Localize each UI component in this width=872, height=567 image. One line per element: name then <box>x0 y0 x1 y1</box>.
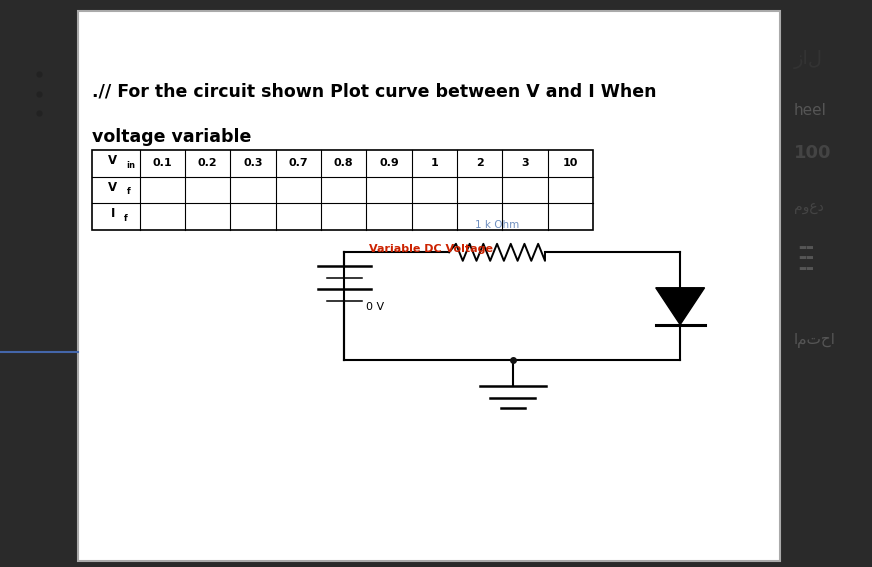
Text: 0.2: 0.2 <box>198 159 217 168</box>
Text: 0.7: 0.7 <box>289 159 308 168</box>
FancyBboxPatch shape <box>78 11 780 561</box>
Text: f: f <box>125 214 128 223</box>
Polygon shape <box>656 288 705 324</box>
Text: .// For the circuit shown Plot curve between V and I When: .// For the circuit shown Plot curve bet… <box>92 82 656 100</box>
Text: 1: 1 <box>431 159 438 168</box>
Text: 1 k Ohm: 1 k Ohm <box>475 219 519 230</box>
Text: 2: 2 <box>476 159 483 168</box>
Text: 0.9: 0.9 <box>379 159 399 168</box>
Text: 0.8: 0.8 <box>334 159 353 168</box>
Text: V: V <box>108 154 118 167</box>
Text: voltage variable: voltage variable <box>92 128 251 146</box>
Text: 0.1: 0.1 <box>153 159 172 168</box>
Text: 3: 3 <box>521 159 528 168</box>
Text: زال: زال <box>794 50 822 69</box>
Text: I: I <box>111 207 115 220</box>
Text: V: V <box>108 181 118 193</box>
Bar <box>92 150 593 230</box>
Text: امتحا: امتحا <box>794 333 835 348</box>
Text: 0 V: 0 V <box>366 302 385 312</box>
Text: 10: 10 <box>562 159 578 168</box>
Text: in: in <box>126 160 135 170</box>
Text: f: f <box>127 187 131 196</box>
Text: 100: 100 <box>794 144 831 162</box>
Text: ▬▬
▬▬
▬▬: ▬▬ ▬▬ ▬▬ <box>798 243 814 273</box>
Text: موعد: موعد <box>794 200 823 214</box>
Text: Variable DC Voltage: Variable DC Voltage <box>369 244 493 255</box>
Text: 0.3: 0.3 <box>243 159 262 168</box>
Text: heel: heel <box>794 103 827 118</box>
